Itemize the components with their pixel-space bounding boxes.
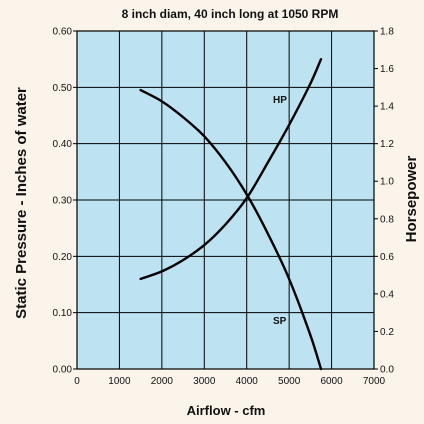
x-tick-label: 2000 bbox=[151, 376, 174, 387]
y-left-tick-label: 0.30 bbox=[53, 196, 73, 207]
series-label-sp: SP bbox=[273, 316, 287, 327]
series-curve-hp bbox=[139, 58, 323, 281]
y-right-tick-label: 1.2 bbox=[380, 139, 394, 150]
y-axis-left-title: Static Pressure - Inches of water bbox=[13, 87, 30, 319]
y-left-tick-label: 0.10 bbox=[53, 308, 73, 319]
y-left-tick-label: 0.00 bbox=[53, 365, 73, 376]
y-right-tick-label: 0.0 bbox=[380, 365, 394, 376]
x-tick-label: 7000 bbox=[363, 376, 386, 387]
y-right-tick-label: 1.8 bbox=[380, 27, 394, 38]
y-right-tick-label: 1.4 bbox=[380, 102, 394, 113]
x-tick-label: 4000 bbox=[236, 376, 259, 387]
x-tick-label: 3000 bbox=[193, 376, 216, 387]
series-label-hp: HP bbox=[273, 95, 287, 106]
y-right-tick-label: 0.8 bbox=[380, 214, 394, 225]
x-tick-label: 1000 bbox=[108, 376, 131, 387]
curves bbox=[139, 58, 323, 371]
y-right-tick-label: 1.0 bbox=[380, 177, 394, 188]
ticks: 0 1000 2000 3000 4000 5000 6000 7000 0.00 0.10 0.2… bbox=[53, 27, 395, 388]
x-tick-label: 0 bbox=[74, 376, 80, 387]
y-right-tick-label: 0.6 bbox=[380, 252, 394, 263]
x-tick-label: 6000 bbox=[320, 376, 343, 387]
y-right-tick-label: 0.4 bbox=[380, 289, 394, 300]
chart-title: 8 inch diam, 40 inch long at 1050 RPM bbox=[122, 7, 339, 21]
y-right-tick-label: 0.2 bbox=[380, 327, 394, 338]
grid-lines bbox=[77, 31, 374, 369]
x-axis-title: Airflow - cfm bbox=[187, 403, 266, 418]
y-left-tick-label: 0.50 bbox=[53, 83, 73, 94]
y-right-tick-label: 1.6 bbox=[380, 64, 394, 75]
x-tick-label: 5000 bbox=[278, 376, 301, 387]
y-left-tick-label: 0.40 bbox=[53, 139, 73, 150]
y-axis-right-title: Horsepower bbox=[403, 155, 420, 242]
y-left-tick-label: 0.20 bbox=[53, 252, 73, 263]
y-left-tick-label: 0.60 bbox=[53, 27, 73, 38]
series-curve-sp bbox=[139, 88, 323, 371]
